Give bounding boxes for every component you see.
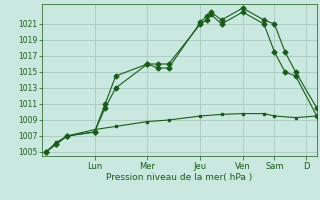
X-axis label: Pression niveau de la mer( hPa ): Pression niveau de la mer( hPa ) [106, 173, 252, 182]
